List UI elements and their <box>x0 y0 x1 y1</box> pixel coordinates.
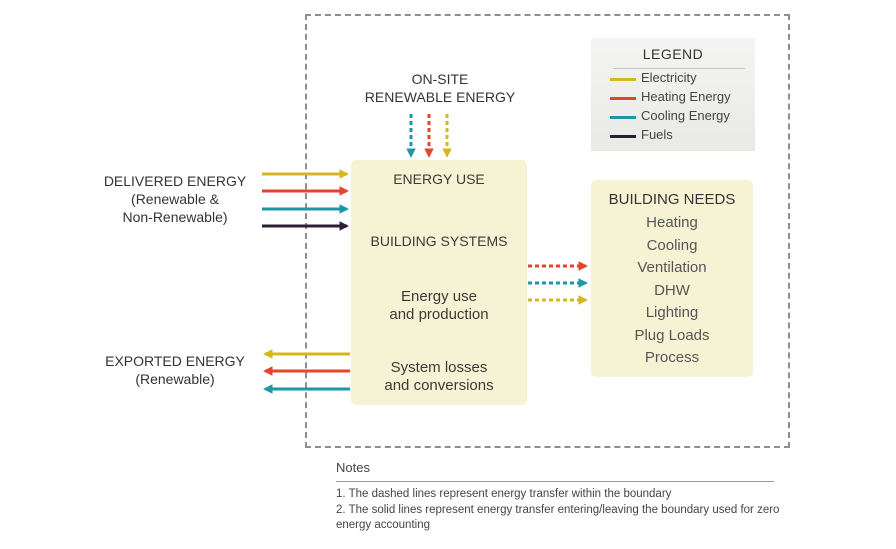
note-1: 1. The dashed lines represent energy tra… <box>336 488 672 500</box>
onsite-label: ON-SITE RENEWABLE ENERGY <box>350 70 530 106</box>
system-boundary <box>305 14 790 448</box>
need-cooling: Cooling <box>646 237 698 254</box>
delivered-label: DELIVERED ENERGY (Renewable & Non-Renewa… <box>95 172 255 226</box>
exported-label: EXPORTED ENERGY (Renewable) <box>95 352 255 388</box>
building-systems-title: BUILDING SYSTEMS <box>370 233 508 249</box>
onsite-label-line2: RENEWABLE ENERGY <box>364 89 516 105</box>
legend-swatch-fuels <box>610 135 636 138</box>
delivered-label-line1: DELIVERED ENERGY <box>103 173 247 189</box>
note-2: 2. The solid lines represent energy tran… <box>336 504 780 531</box>
need-heating: Heating <box>646 214 698 231</box>
exported-label-line2: (Renewable) <box>135 371 215 387</box>
legend-swatch-electricity <box>610 78 636 81</box>
onsite-label-line1: ON-SITE <box>411 71 469 87</box>
legend-swatch-heating <box>610 97 636 100</box>
legend-swatch-cooling <box>610 116 636 119</box>
legend-title: LEGEND <box>642 46 704 62</box>
building-needs-box: BUILDING NEEDS Heating Cooling Ventilati… <box>591 180 753 377</box>
legend-item-fuels: Fuels <box>641 127 673 142</box>
building-needs-title: BUILDING NEEDS <box>608 191 736 208</box>
legend: LEGEND Electricity Heating Energy Coolin… <box>591 38 755 151</box>
legend-item-electricity: Electricity <box>641 70 697 85</box>
need-dhw: DHW <box>654 282 690 299</box>
energy-use-title: ENERGY USE <box>393 171 485 187</box>
use-production-line2: and production <box>389 306 489 323</box>
losses-line2: and conversions <box>384 377 494 394</box>
legend-item-cooling: Cooling Energy <box>641 108 730 123</box>
delivered-label-line3: Non-Renewable) <box>122 209 228 225</box>
delivered-label-line2: (Renewable & <box>131 191 219 207</box>
need-ventilation: Ventilation <box>637 259 707 276</box>
losses-line1: System losses <box>390 359 488 376</box>
need-plug-loads: Plug Loads <box>634 327 710 344</box>
exported-label-line1: EXPORTED ENERGY <box>105 353 245 369</box>
notes-title: Notes <box>336 460 370 475</box>
need-lighting: Lighting <box>645 304 699 321</box>
notes-divider <box>336 481 774 482</box>
need-process: Process <box>644 349 700 366</box>
energy-use-box: ENERGY USE BUILDING SYSTEMS Energy use a… <box>351 160 527 405</box>
legend-divider <box>613 68 745 69</box>
legend-item-heating: Heating Energy <box>641 89 731 104</box>
use-production-line1: Energy use <box>401 288 477 305</box>
